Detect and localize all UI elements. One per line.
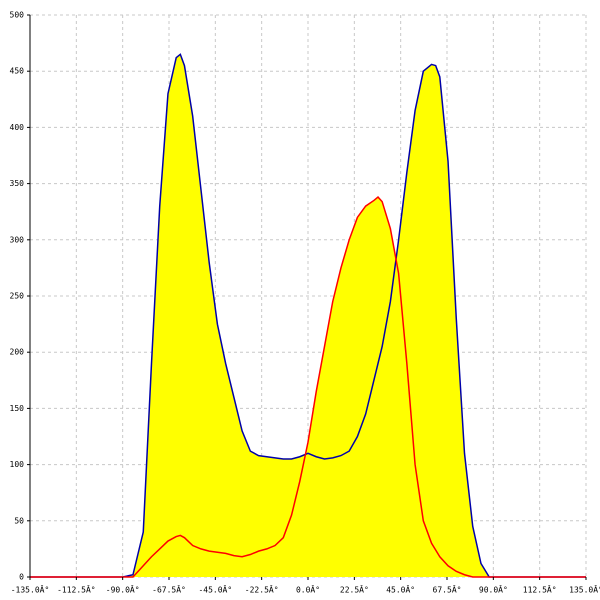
y-tick-label: 500 — [10, 11, 25, 20]
plot-area — [30, 53, 586, 578]
line — [30, 196, 586, 578]
y-tick-label: 150 — [10, 404, 25, 413]
line — [30, 53, 586, 578]
y-tick-label: 400 — [10, 123, 25, 132]
y-tick-label: 450 — [10, 67, 25, 76]
y-tick-label: 100 — [10, 460, 25, 469]
y-tick-label: 300 — [10, 235, 25, 244]
x-tick-label: -45.0Â° — [198, 584, 232, 595]
x-tick-label: 90.0Â° — [479, 584, 508, 595]
x-tick-label: -22.5Â° — [245, 584, 279, 595]
x-tick-label: 135.0Â° — [569, 584, 600, 595]
x-tick-label: -112.5Â° — [57, 584, 96, 595]
area-fill — [30, 54, 586, 577]
y-tick-label: 0 — [19, 573, 24, 582]
x-tick-label: -67.5Â° — [152, 584, 186, 595]
y-tick-label: 200 — [10, 348, 25, 357]
x-tick-label: 45.0Â° — [386, 584, 415, 595]
x-tick-label: 0.0Â° — [296, 584, 320, 595]
axes: 0 50 100 150 200 250 300 350 400 450 500 -135.0Â° -1… — [10, 11, 600, 595]
y-tick-label: 50 — [14, 516, 24, 525]
area-fill — [30, 197, 586, 577]
x-tick-label: 22.5Â° — [340, 584, 369, 595]
y-tick-label: 350 — [10, 179, 25, 188]
x-tick-label: 112.5Â° — [523, 584, 557, 595]
x-tick-label: -90.0Â° — [106, 584, 140, 595]
y-tick-label: 250 — [10, 292, 25, 301]
x-tick-label: 67.5Â° — [433, 584, 462, 595]
x-tick-label: -135.0Â° — [11, 584, 50, 595]
